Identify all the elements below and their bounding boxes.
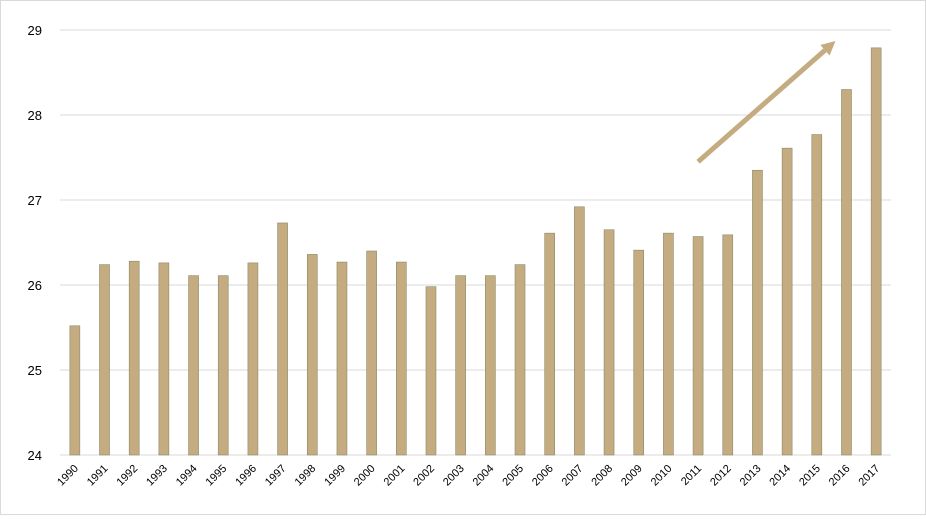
bar-1991 [99, 264, 110, 456]
x-tick-label: 2002 [411, 463, 437, 489]
bar-1993 [158, 262, 170, 456]
y-tick-label: 29 [28, 23, 42, 38]
bar-2003 [455, 275, 466, 456]
x-tick-label: 2010 [649, 463, 675, 489]
x-tick-label: 2008 [589, 463, 615, 489]
bar-2009 [633, 249, 645, 456]
x-tick-label: 1998 [293, 463, 319, 489]
x-tick-label: 2000 [352, 463, 378, 489]
x-tick-label: 2014 [767, 463, 793, 489]
bar-2011 [692, 236, 704, 456]
bar-2017 [870, 47, 882, 456]
bar-2006 [544, 232, 555, 456]
x-tick-label: 2003 [441, 463, 467, 489]
x-axis-tick-labels: 1990 1991 1992 1993 1994 1995 1996 1997 1998 1999… [55, 463, 882, 489]
x-tick-label: 2016 [827, 463, 853, 489]
x-tick-label: 2017 [856, 463, 882, 489]
bar-1995 [217, 275, 229, 456]
bar-2015 [811, 134, 823, 456]
x-tick-label: 2015 [797, 463, 823, 489]
y-tick-label: 26 [28, 278, 42, 293]
x-tick-label: 2011 [679, 463, 704, 488]
x-tick-label: 2013 [738, 463, 764, 489]
bar-1997 [277, 222, 288, 456]
trend-arrow-head [820, 41, 836, 56]
bar-2013 [752, 169, 763, 456]
bar-1994 [188, 275, 199, 456]
x-tick-label: 1990 [55, 463, 81, 489]
bar-2001 [396, 261, 407, 456]
bar-1998 [306, 254, 318, 456]
bars [69, 47, 882, 456]
bar-1999 [336, 261, 348, 456]
x-tick-label: 2009 [619, 463, 645, 489]
x-tick-label: 1999 [322, 463, 348, 489]
x-tick-label: 2012 [708, 463, 734, 489]
trend-annotation [696, 41, 836, 164]
x-tick-label: 1994 [174, 463, 200, 489]
bar-2002 [425, 286, 437, 456]
x-tick-label: 1992 [115, 463, 141, 489]
bar-2010 [663, 232, 674, 456]
bar-2000 [366, 250, 377, 456]
x-tick-label: 2006 [530, 463, 556, 489]
bar-2007 [574, 206, 585, 456]
x-tick-label: 1991 [85, 463, 111, 489]
bar-2016 [841, 89, 852, 456]
bar-1996 [247, 262, 259, 456]
y-tick-label: 27 [28, 193, 42, 208]
bar-1990 [69, 325, 81, 456]
x-tick-label: 1993 [144, 463, 170, 489]
trend-arrow-shaft [696, 48, 827, 164]
y-axis-tick-labels: 24 25 26 27 28 29 [28, 23, 42, 463]
bar-2005 [514, 264, 526, 456]
bar-2012 [722, 234, 734, 456]
y-tick-label: 25 [28, 363, 42, 378]
bar-1992 [128, 260, 140, 456]
bar-2008 [603, 229, 615, 456]
gridlines [60, 29, 891, 456]
bar-2014 [781, 147, 793, 456]
x-tick-label: 1996 [233, 463, 259, 489]
x-tick-label: 1995 [204, 463, 230, 489]
x-tick-label: 2001 [382, 463, 408, 489]
y-tick-label: 28 [28, 108, 42, 123]
x-tick-label: 2005 [500, 463, 526, 489]
x-tick-label: 2004 [471, 463, 497, 489]
x-tick-label: 1997 [263, 463, 289, 489]
bar-2004 [485, 275, 496, 456]
y-tick-label: 24 [28, 448, 42, 463]
x-tick-label: 2007 [560, 463, 586, 489]
